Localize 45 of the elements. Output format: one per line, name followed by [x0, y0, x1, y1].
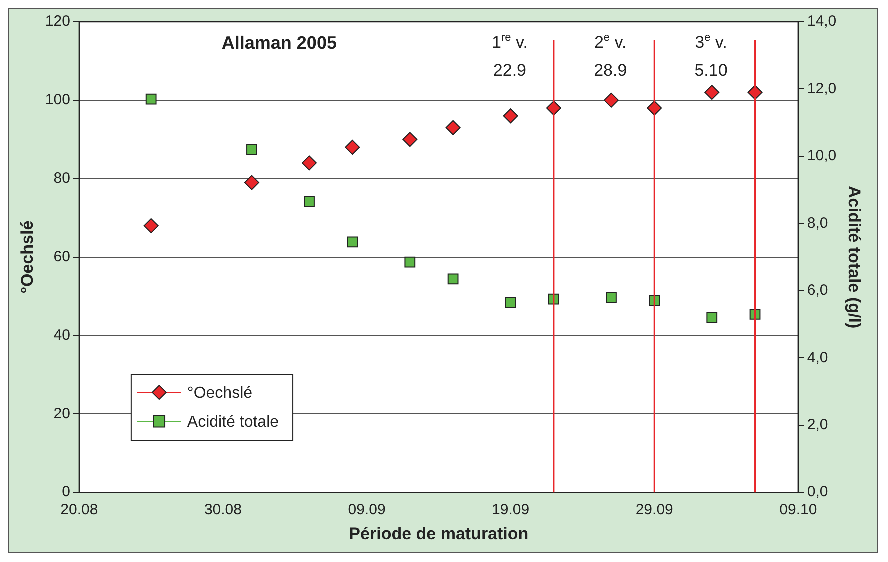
point [446, 120, 461, 136]
point [704, 85, 720, 100]
x-tick-label: 19.09 [492, 502, 530, 519]
text: Allaman 2005 [222, 32, 337, 53]
point [503, 108, 518, 124]
y-tick-label: 0 [62, 484, 70, 501]
x-axis-title: Période de maturation [349, 524, 529, 544]
point [606, 292, 617, 304]
point [448, 274, 459, 285]
point [244, 175, 260, 190]
y-tick-label: 40 [54, 326, 70, 344]
legend-label: °Oechslé [187, 385, 253, 402]
point [302, 156, 317, 171]
y2-axis-title: Acidité totale (g/l) [845, 186, 864, 329]
x-tick-label: 29.09 [636, 502, 674, 519]
x-tick-label: 09.09 [348, 502, 386, 519]
y2-tick-label: 0,0 [807, 484, 828, 501]
y2-tick-label: 4,0 [807, 349, 828, 366]
y2-tick-label: 10,0 [807, 148, 837, 165]
y2-tick-label: 14,0 [807, 13, 837, 30]
y2-tick-label: 12,0 [807, 80, 837, 98]
x-tick-label: 09.10 [780, 502, 818, 519]
y-tick-label: 120 [45, 13, 70, 30]
x-tick-label: 20.08 [60, 502, 98, 519]
y-tick-label: 100 [45, 92, 70, 109]
point [604, 92, 619, 108]
y-tick-label: 80 [54, 170, 70, 188]
point [144, 218, 159, 234]
y2-tick-label: 8,0 [807, 214, 828, 232]
y2-tick-label: 6,0 [807, 282, 828, 300]
x-tick-label: 30.08 [204, 502, 242, 519]
point [146, 94, 157, 105]
point [402, 132, 418, 148]
y-tick-label: 60 [54, 248, 70, 266]
point [347, 236, 358, 248]
y-axis-title: °Oechslé [18, 220, 37, 294]
y-tick-label: 20 [54, 405, 70, 422]
point [304, 196, 315, 208]
y2-tick-label: 2,0 [807, 416, 828, 434]
point [706, 312, 718, 324]
point [404, 256, 416, 268]
point [505, 297, 516, 308]
point [345, 140, 360, 155]
legend-label: Acidité totale [187, 414, 280, 432]
point [246, 144, 258, 156]
